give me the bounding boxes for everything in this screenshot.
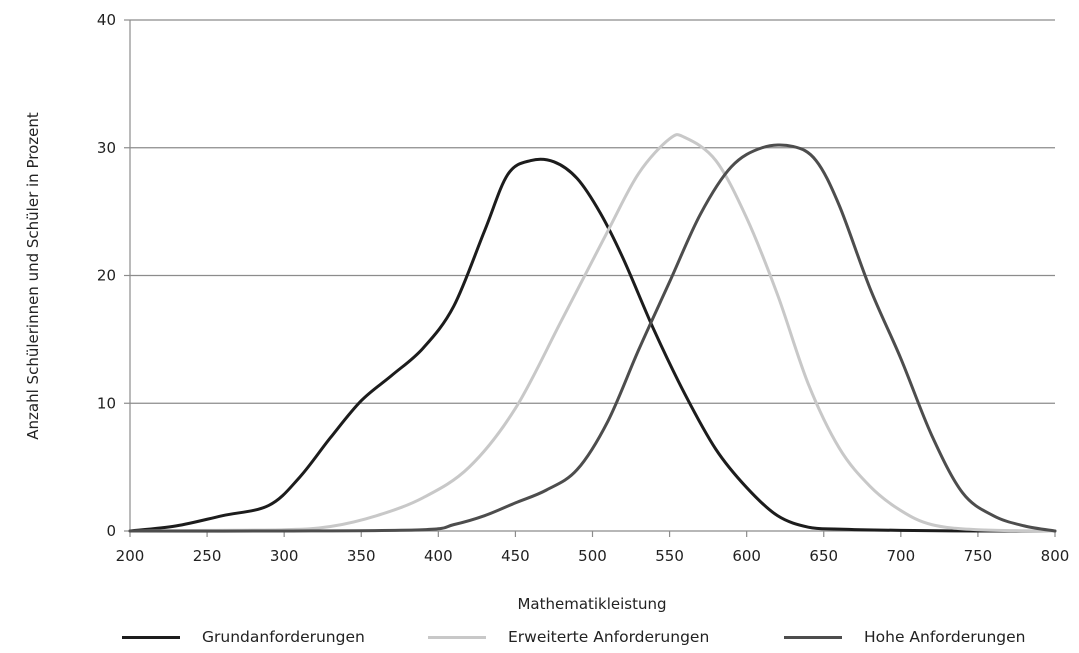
x-tick-label-250: 250 — [193, 547, 222, 565]
y-tick-label-0: 0 — [106, 522, 116, 540]
line-chart: 0 10 20 30 40 200 250 300 350 400 450 500 550 600 650 7… — [24, 11, 1069, 613]
legend-item-erweiterte-anforderungen: Erweiterte Anforderungen — [428, 624, 709, 650]
x-tick-label-550: 550 — [655, 547, 684, 565]
series-lines — [128, 133, 1057, 533]
x-tick-label-300: 300 — [270, 547, 299, 565]
series-line-grundanforderungen — [128, 157, 1057, 533]
legend-label: Erweiterte Anforderungen — [508, 628, 710, 646]
x-tick-label-200: 200 — [116, 547, 145, 565]
y-tick-label-30: 30 — [97, 139, 116, 157]
x-tick-label-350: 350 — [347, 547, 376, 565]
legend-label: Hohe Anforderungen — [864, 628, 1026, 646]
x-tick-label-450: 450 — [501, 547, 530, 565]
gridlines — [130, 19, 1055, 404]
x-tick-label-500: 500 — [578, 547, 607, 565]
x-tick-label-600: 600 — [732, 547, 761, 565]
x-tick-label-750: 750 — [964, 547, 993, 565]
axes — [124, 19, 1056, 537]
legend-item-grundanforderungen: Grundanforderungen — [122, 624, 365, 650]
legend-swatch — [428, 635, 486, 639]
y-tick-label-10: 10 — [97, 394, 116, 412]
x-tick-label-700: 700 — [887, 547, 916, 565]
legend-item-hohe-anforderungen: Hohe Anforderungen — [784, 624, 1026, 650]
x-tick-label-400: 400 — [424, 547, 453, 565]
series-line-erweiterte-anforderungen — [128, 133, 1057, 533]
legend-swatch — [122, 635, 180, 639]
y-tick-label-40: 40 — [97, 11, 116, 29]
tick-labels: 0 10 20 30 40 200 250 300 350 400 450 500 550 600 650 7… — [97, 11, 1069, 565]
y-axis-title: Anzahl Schülerinnen und Schüler in Proze… — [24, 112, 42, 440]
legend-label: Grundanforderungen — [202, 628, 365, 646]
series-line-hohe-anforderungen — [128, 143, 1057, 533]
x-axis-title: Mathematikleistung — [517, 595, 666, 613]
y-tick-label-20: 20 — [97, 267, 116, 285]
x-tick-label-650: 650 — [809, 547, 838, 565]
legend: Grundanforderungen Erweiterte Anforderun… — [0, 624, 1079, 650]
legend-swatch — [784, 635, 842, 639]
x-tick-label-800: 800 — [1041, 547, 1070, 565]
